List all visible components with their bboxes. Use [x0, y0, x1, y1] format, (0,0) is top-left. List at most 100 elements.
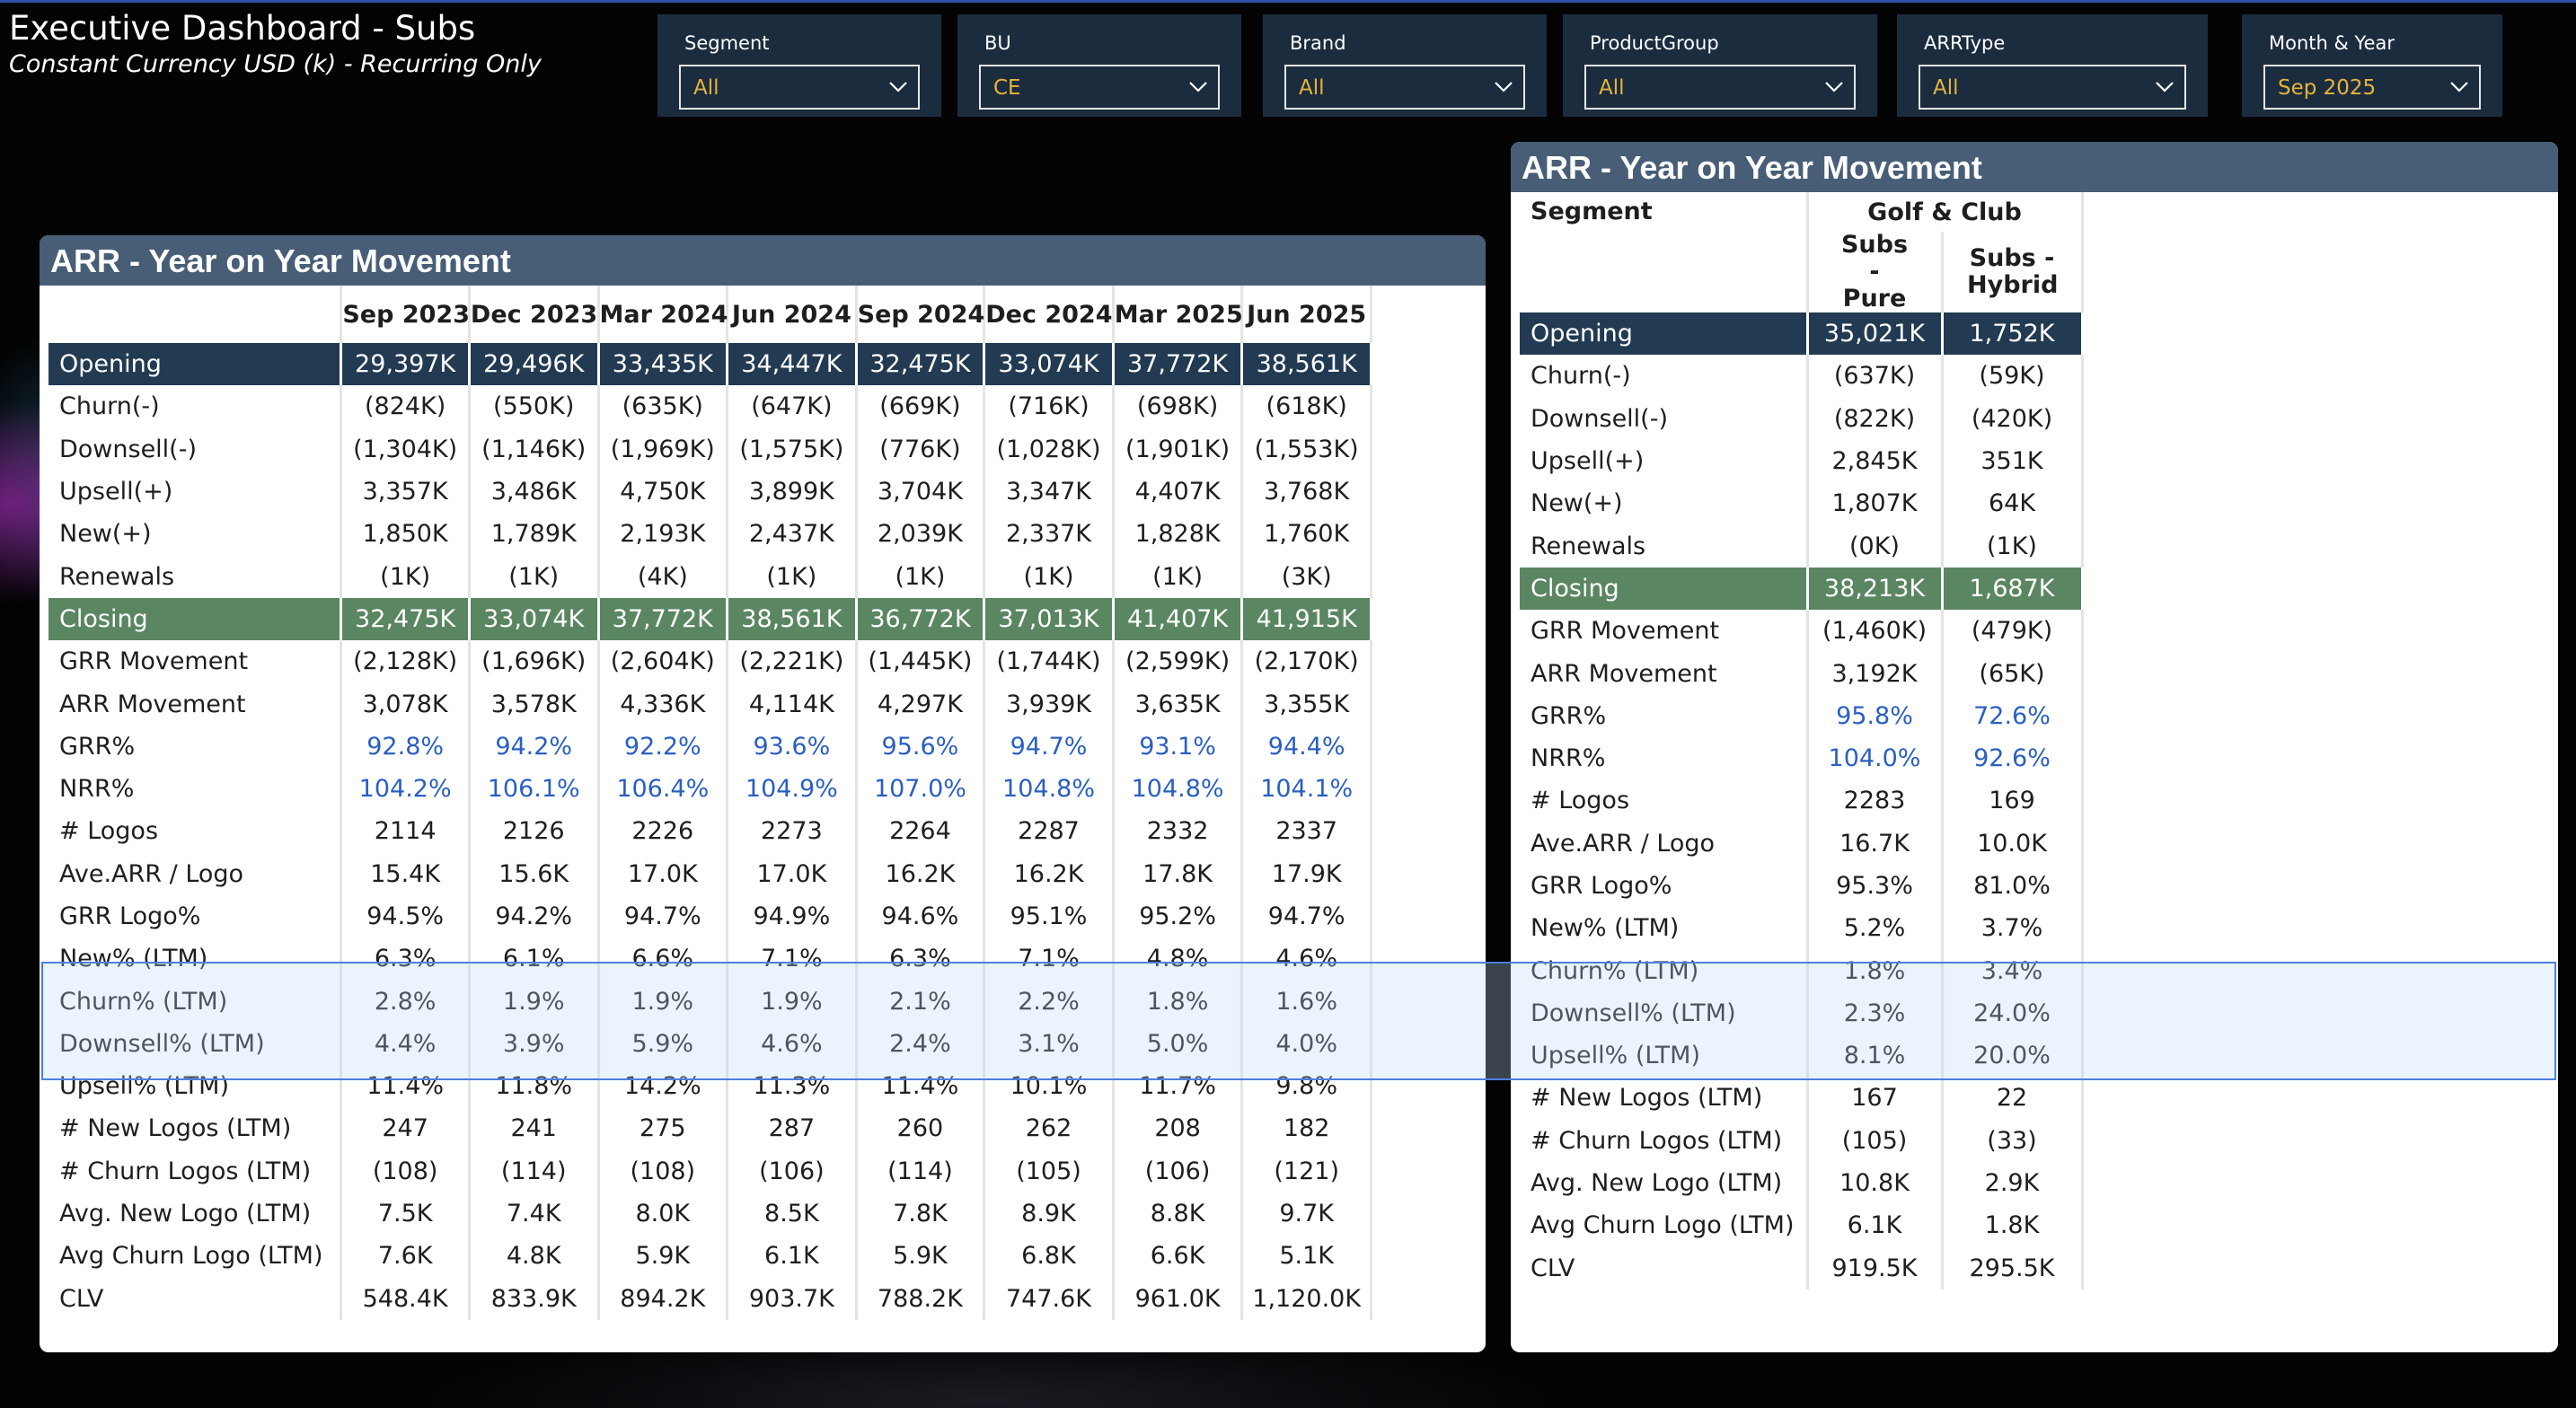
cell-value[interactable]: (108): [598, 1149, 729, 1192]
row-label[interactable]: Churn% (LTM): [1520, 949, 1809, 992]
cell-value[interactable]: 37,013K: [984, 597, 1115, 641]
cell-value[interactable]: 961.0K: [1113, 1277, 1244, 1320]
cell-value[interactable]: 11.4%: [856, 1065, 986, 1108]
cell-value[interactable]: 3,939K: [984, 682, 1115, 726]
column-header[interactable]: Mar 2025: [1113, 286, 1244, 343]
cell-value[interactable]: 287: [727, 1107, 858, 1150]
cell-value[interactable]: 17.0K: [727, 852, 858, 895]
cell-value[interactable]: (33): [1942, 1119, 2084, 1162]
cell-value[interactable]: 94.5%: [340, 894, 471, 938]
cell-value[interactable]: 2126: [469, 810, 600, 853]
column-header[interactable]: Dec 2024: [984, 286, 1115, 343]
row-label[interactable]: GRR Logo%: [1520, 864, 1809, 908]
row-label[interactable]: New(+): [1520, 482, 1809, 525]
cell-value[interactable]: 16.2K: [984, 852, 1115, 895]
cell-value[interactable]: 833.9K: [469, 1277, 600, 1320]
cell-value[interactable]: 95.6%: [856, 725, 986, 768]
cell-value[interactable]: 4.6%: [1241, 937, 1372, 981]
cell-value[interactable]: 38,561K: [727, 597, 858, 641]
row-label[interactable]: Avg. New Logo (LTM): [1520, 1161, 1809, 1205]
cell-value[interactable]: 1,789K: [469, 513, 600, 556]
cell-value[interactable]: (3K): [1241, 555, 1372, 598]
cell-value[interactable]: 7.1%: [727, 937, 858, 981]
cell-value[interactable]: (1K): [340, 555, 471, 598]
cell-value[interactable]: 95.8%: [1807, 694, 1944, 737]
cell-value[interactable]: 208: [1113, 1107, 1244, 1150]
row-label[interactable]: ARR Movement: [1520, 652, 1809, 695]
column-header[interactable]: Mar 2024: [598, 286, 729, 343]
row-label[interactable]: # Churn Logos (LTM): [49, 1149, 343, 1192]
cell-value[interactable]: 94.4%: [1241, 725, 1372, 768]
cell-value[interactable]: (1K): [469, 555, 600, 598]
cell-value[interactable]: 95.1%: [984, 894, 1115, 938]
cell-value[interactable]: (618K): [1241, 385, 1372, 428]
row-label[interactable]: Renewals: [1520, 524, 1809, 568]
cell-value[interactable]: 6.6%: [598, 937, 729, 981]
cell-value[interactable]: (1,460K): [1807, 610, 1944, 653]
cell-value[interactable]: 35,021K: [1807, 312, 1944, 356]
cell-value[interactable]: 3,704K: [856, 470, 986, 514]
row-label[interactable]: Avg Churn Logo (LTM): [1520, 1204, 1809, 1247]
cell-value[interactable]: 104.8%: [1113, 767, 1244, 811]
cell-value[interactable]: 3.1%: [984, 1022, 1115, 1066]
cell-value[interactable]: (108): [340, 1149, 471, 1192]
cell-value[interactable]: 3.7%: [1942, 907, 2084, 950]
row-label[interactable]: Downsell% (LTM): [49, 1022, 343, 1066]
cell-value[interactable]: 94.2%: [469, 725, 600, 768]
cell-value[interactable]: 1.8%: [1113, 980, 1244, 1023]
cell-value[interactable]: 7.4K: [469, 1192, 600, 1236]
cell-value[interactable]: 5.2%: [1807, 907, 1944, 950]
cell-value[interactable]: 8.1%: [1807, 1034, 1944, 1078]
cell-value[interactable]: 93.1%: [1113, 725, 1244, 768]
row-label[interactable]: Closing: [49, 597, 343, 641]
cell-value[interactable]: 3.9%: [469, 1022, 600, 1066]
cell-value[interactable]: 4,114K: [727, 682, 858, 726]
cell-value[interactable]: 32,475K: [340, 597, 471, 641]
cell-value[interactable]: (1K): [984, 555, 1115, 598]
row-label[interactable]: GRR Movement: [49, 640, 343, 683]
cell-value[interactable]: (1,304K): [340, 427, 471, 471]
cell-value[interactable]: 15.6K: [469, 852, 600, 895]
row-label[interactable]: NRR%: [1520, 736, 1809, 780]
cell-value[interactable]: 37,772K: [1113, 343, 1244, 386]
column-header[interactable]: Subs - Hybrid: [1942, 232, 2084, 312]
cell-value[interactable]: 104.0%: [1807, 736, 1944, 780]
cell-value[interactable]: 104.2%: [340, 767, 471, 811]
cell-value[interactable]: 64K: [1942, 482, 2084, 525]
cell-value[interactable]: 32,475K: [856, 343, 986, 386]
cell-value[interactable]: 1.9%: [727, 980, 858, 1023]
cell-value[interactable]: 34,447K: [727, 343, 858, 386]
cell-value[interactable]: 788.2K: [856, 1277, 986, 1320]
cell-value[interactable]: 92.2%: [598, 725, 729, 768]
cell-value[interactable]: 4.8K: [469, 1235, 600, 1278]
cell-value[interactable]: 8.8K: [1113, 1192, 1244, 1236]
cell-value[interactable]: 2.1%: [856, 980, 986, 1023]
cell-value[interactable]: 94.7%: [1241, 894, 1372, 938]
cell-value[interactable]: 2.8%: [340, 980, 471, 1023]
cell-value[interactable]: 182: [1241, 1107, 1372, 1150]
row-label[interactable]: # New Logos (LTM): [49, 1107, 343, 1150]
row-label[interactable]: ARR Movement: [49, 682, 343, 726]
cell-value[interactable]: 5.1K: [1241, 1235, 1372, 1278]
cell-value[interactable]: 919.5K: [1807, 1246, 1944, 1289]
row-label[interactable]: # New Logos (LTM): [1520, 1077, 1809, 1120]
cell-value[interactable]: 2114: [340, 810, 471, 853]
cell-value[interactable]: (2,604K): [598, 640, 729, 683]
cell-value[interactable]: 5.0%: [1113, 1022, 1244, 1066]
column-group-header[interactable]: Golf & Club: [1807, 192, 2084, 232]
cell-value[interactable]: 16.7K: [1807, 822, 1944, 865]
cell-value[interactable]: 104.1%: [1241, 767, 1372, 811]
cell-value[interactable]: (1,146K): [469, 427, 600, 471]
cell-value[interactable]: (114): [856, 1149, 986, 1192]
cell-value[interactable]: 94.2%: [469, 894, 600, 938]
cell-value[interactable]: 29,496K: [469, 343, 600, 386]
cell-value[interactable]: 1,850K: [340, 513, 471, 556]
row-label[interactable]: Upsell(+): [49, 470, 343, 514]
cell-value[interactable]: 20.0%: [1942, 1034, 2084, 1078]
row-label[interactable]: Churn(-): [1520, 355, 1809, 398]
cell-value[interactable]: 33,435K: [598, 343, 729, 386]
cell-value[interactable]: (65K): [1942, 652, 2084, 695]
cell-value[interactable]: 5.9%: [598, 1022, 729, 1066]
cell-value[interactable]: 16.2K: [856, 852, 986, 895]
row-label[interactable]: New% (LTM): [1520, 907, 1809, 950]
